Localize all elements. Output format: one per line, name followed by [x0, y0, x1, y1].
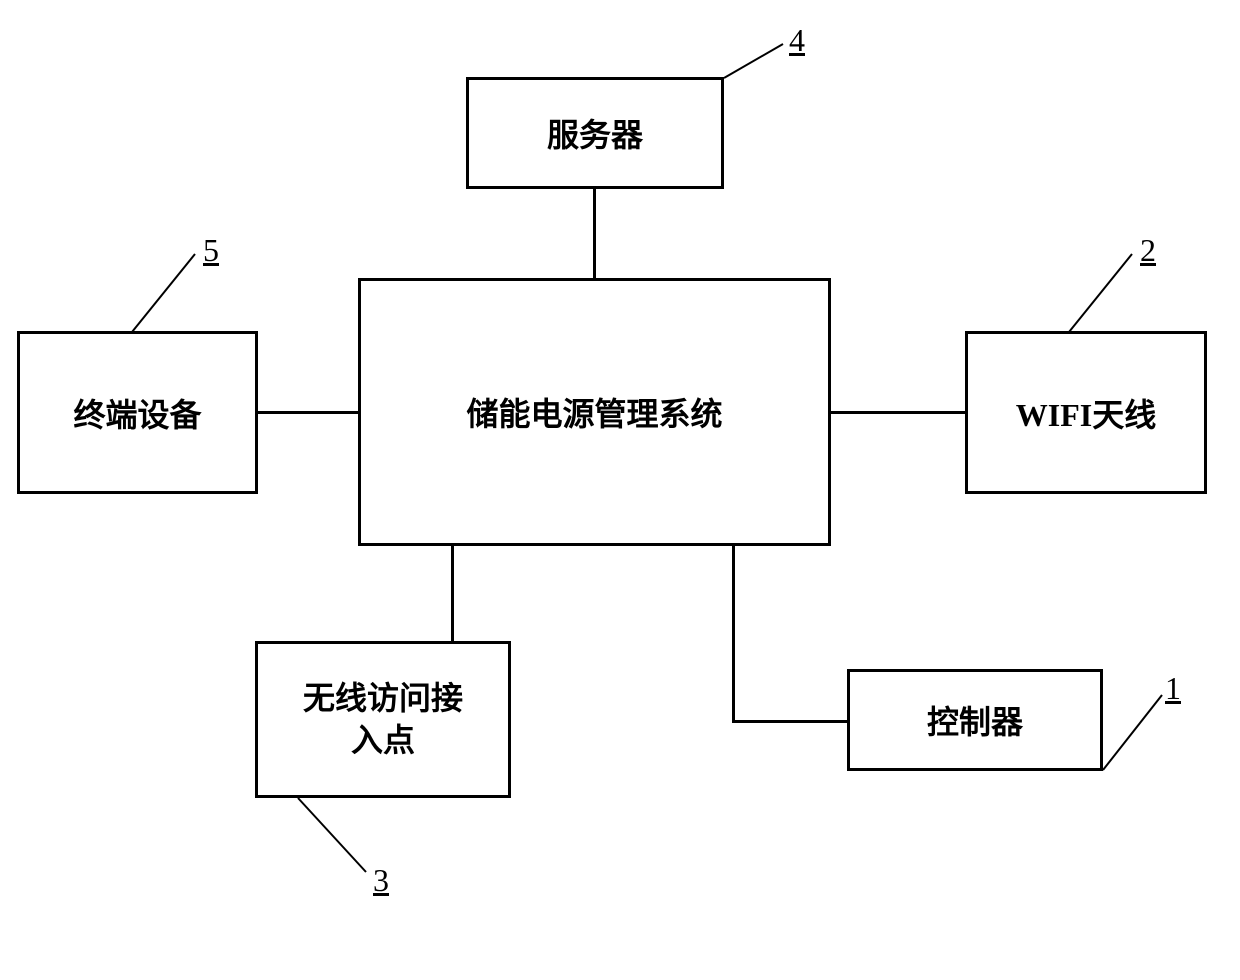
wifi-antenna-box: WIFI天线	[965, 331, 1207, 494]
connector-left	[258, 411, 358, 414]
connector-bottom-right-h	[732, 720, 847, 723]
connector-bottom-right-v	[732, 546, 735, 723]
connector-top	[593, 189, 596, 278]
connector-bottom-left	[451, 546, 454, 641]
wifi-antenna-label: WIFI天线	[1016, 390, 1156, 436]
center-box: 储能电源管理系统	[358, 278, 831, 546]
controller-box: 控制器	[847, 669, 1103, 771]
wireless-ap-box: 无线访问接入点	[255, 641, 511, 798]
center-label: 储能电源管理系统	[466, 389, 722, 435]
label-2: 2	[1140, 232, 1156, 269]
label-4: 4	[789, 22, 805, 59]
server-label: 服务器	[547, 110, 643, 156]
server-box: 服务器	[466, 77, 724, 189]
wireless-ap-label: 无线访问接入点	[303, 678, 463, 761]
controller-label: 控制器	[927, 697, 1023, 743]
label-1: 1	[1165, 670, 1181, 707]
label-3: 3	[373, 862, 389, 899]
label-5: 5	[203, 232, 219, 269]
terminal-device-box: 终端设备	[17, 331, 258, 494]
terminal-device-label: 终端设备	[73, 390, 201, 436]
connector-right	[831, 411, 965, 414]
